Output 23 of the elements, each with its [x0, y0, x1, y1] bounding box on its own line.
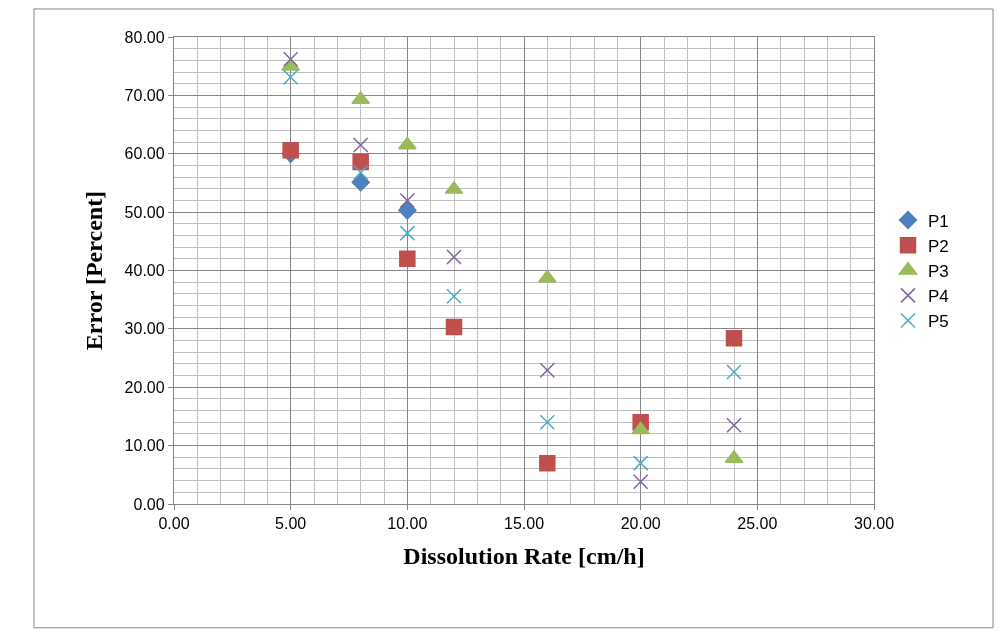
legend-label: P2 [928, 236, 949, 256]
legend-label: P5 [928, 312, 949, 332]
x-tick-label: 25.00 [737, 515, 778, 533]
legend-label: P1 [928, 211, 949, 231]
x-tick-label: 15.00 [503, 515, 545, 533]
y-tick-label: 50.00 [124, 203, 165, 221]
legend-label: P3 [928, 261, 949, 281]
y-tick-label: 30.00 [124, 320, 165, 338]
y-tick-label: 10.00 [124, 437, 165, 455]
y-tick-label: 40.00 [124, 262, 165, 280]
y-tick-label: 80.00 [124, 28, 165, 46]
y-tick-label: 20.00 [124, 378, 165, 396]
legend-label: P4 [928, 286, 949, 306]
x-axis-title: Dissolution Rate [cm/h] [403, 542, 645, 569]
x-tick-label: 5.00 [275, 515, 307, 533]
x-tick-label: 30.00 [853, 515, 895, 533]
y-tick-label: 70.00 [124, 86, 165, 104]
y-axis-title: Error [Percent] [80, 190, 107, 351]
x-tick-label: 20.00 [620, 515, 661, 533]
x-tick-label: 0.00 [158, 515, 190, 533]
x-tick-label: 10.00 [387, 515, 428, 533]
y-tick-label: 0.00 [133, 495, 165, 513]
y-tick-label: 60.00 [124, 145, 165, 163]
